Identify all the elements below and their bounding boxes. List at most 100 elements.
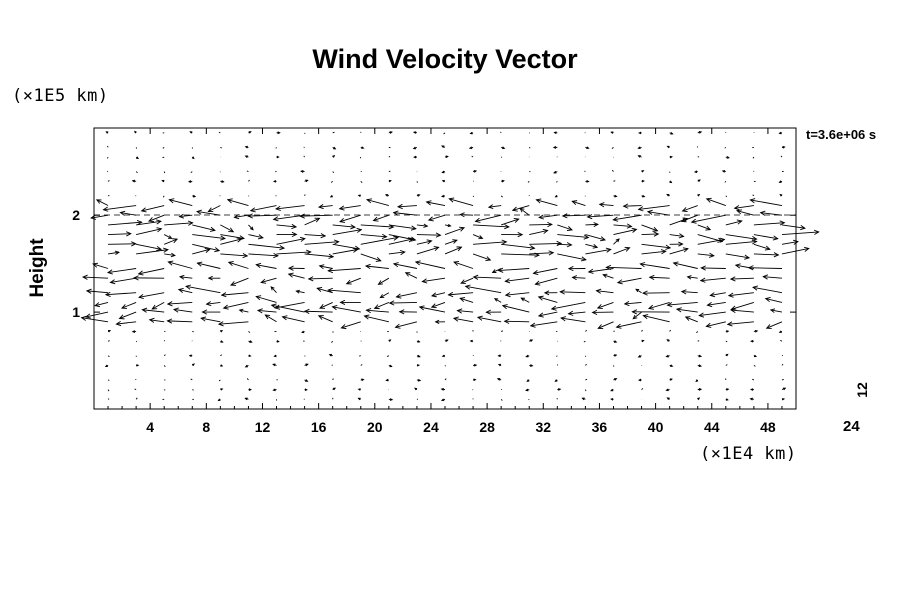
vector-shaft bbox=[317, 287, 333, 294]
vector-shaft bbox=[206, 301, 221, 305]
vector-shaft bbox=[164, 253, 175, 256]
vector-head bbox=[556, 240, 563, 247]
vector-head bbox=[759, 210, 766, 216]
vector-shaft bbox=[395, 321, 418, 328]
vector-head bbox=[328, 353, 333, 357]
vector-shaft bbox=[135, 171, 138, 173]
vector-head bbox=[616, 279, 623, 285]
vector-head bbox=[566, 242, 573, 248]
vector-head bbox=[84, 313, 91, 319]
vector-head bbox=[493, 298, 499, 302]
vector-shaft bbox=[380, 292, 390, 298]
vector-head bbox=[277, 131, 281, 135]
vector-shaft bbox=[648, 301, 670, 309]
vector-shaft bbox=[164, 222, 193, 226]
vector-shaft bbox=[527, 180, 530, 183]
vector-shaft bbox=[697, 253, 714, 257]
vector-shaft bbox=[725, 234, 757, 240]
vector-shaft bbox=[697, 234, 723, 242]
vector-head bbox=[204, 247, 211, 253]
vector-shaft bbox=[107, 180, 110, 182]
vector-shaft bbox=[585, 378, 588, 381]
vector-shaft bbox=[752, 286, 783, 294]
vector-head bbox=[340, 324, 347, 330]
vector-shaft bbox=[134, 388, 137, 391]
vector-shaft bbox=[304, 217, 320, 226]
vector-head bbox=[778, 330, 782, 333]
vector-head bbox=[229, 281, 236, 286]
vector-shaft bbox=[529, 230, 548, 236]
vector-head bbox=[532, 269, 539, 276]
vector-head bbox=[554, 379, 558, 382]
vector-shaft bbox=[584, 170, 586, 172]
vector-shaft bbox=[360, 234, 387, 238]
vector-head bbox=[698, 130, 703, 134]
vector-shaft bbox=[473, 241, 507, 245]
vector-head bbox=[434, 319, 440, 324]
vector-head bbox=[435, 232, 442, 238]
vector-shaft bbox=[163, 234, 172, 239]
vector-head bbox=[666, 397, 670, 400]
vector-shaft bbox=[475, 214, 502, 222]
vector-shaft bbox=[360, 224, 394, 228]
vector-head bbox=[228, 227, 235, 233]
vector-head bbox=[666, 302, 673, 308]
vector-head bbox=[666, 193, 670, 197]
vector-head bbox=[639, 262, 646, 268]
vector-head bbox=[242, 253, 249, 259]
vector-shaft bbox=[501, 218, 519, 226]
vector-head bbox=[418, 305, 425, 311]
chart-title: Wind Velocity Vector bbox=[312, 44, 578, 74]
vector-shaft bbox=[141, 205, 165, 212]
vector-shaft bbox=[416, 240, 432, 245]
vector-head bbox=[501, 179, 505, 183]
vector-head bbox=[631, 227, 638, 233]
y-tick-label: 1 bbox=[72, 304, 80, 320]
vector-head bbox=[257, 234, 264, 240]
vector-shaft bbox=[539, 214, 558, 219]
vector-head bbox=[304, 388, 308, 391]
vector-head bbox=[478, 235, 484, 240]
vector-head bbox=[554, 194, 558, 198]
vector-head bbox=[669, 155, 674, 159]
vector-shaft bbox=[332, 331, 334, 333]
vector-head bbox=[781, 397, 786, 401]
vector-head bbox=[196, 261, 203, 267]
vector-head bbox=[624, 246, 631, 252]
vector-shaft bbox=[192, 243, 220, 252]
vector-head bbox=[638, 378, 642, 382]
vector-head bbox=[538, 214, 545, 220]
vector-shaft bbox=[303, 155, 305, 158]
vector-shaft bbox=[504, 320, 530, 323]
vector-head bbox=[660, 249, 667, 255]
vector-head bbox=[305, 179, 309, 183]
vector-shaft bbox=[557, 253, 586, 261]
vector-shaft bbox=[753, 365, 756, 367]
vector-head bbox=[244, 397, 248, 401]
vector-head bbox=[800, 225, 806, 231]
vector-head bbox=[177, 288, 184, 293]
vector-shaft bbox=[528, 147, 531, 149]
vector-shaft bbox=[220, 354, 223, 357]
vector-shaft bbox=[669, 218, 688, 226]
vector-head bbox=[299, 213, 305, 219]
vector-shaft bbox=[393, 212, 417, 216]
vector-head bbox=[503, 318, 510, 324]
vector-shaft bbox=[248, 214, 277, 217]
vector-head bbox=[392, 262, 399, 268]
vector-shaft bbox=[472, 195, 475, 198]
vector-shaft bbox=[396, 292, 418, 298]
vector-shaft bbox=[308, 277, 333, 280]
vector-shaft bbox=[635, 288, 642, 294]
vector-shaft bbox=[318, 205, 333, 208]
vector-head bbox=[410, 225, 417, 231]
vector-head bbox=[318, 264, 325, 270]
vector-head bbox=[511, 206, 518, 212]
vector-head bbox=[167, 260, 174, 266]
vector-shaft bbox=[706, 321, 726, 327]
vector-head bbox=[726, 155, 730, 159]
vector-head bbox=[749, 388, 754, 391]
vector-head bbox=[610, 388, 614, 392]
vector-head bbox=[191, 156, 195, 160]
vector-head bbox=[730, 305, 737, 311]
